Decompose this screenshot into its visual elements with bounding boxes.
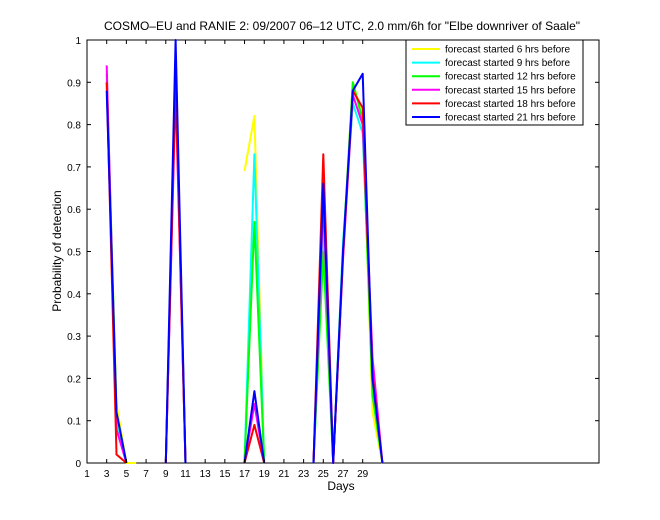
y-tick-label: 0.2	[67, 374, 81, 385]
y-tick-label: 0.5	[67, 248, 81, 259]
x-axis-title: Days	[327, 479, 354, 493]
x-tick-label: 7	[143, 469, 149, 480]
y-axis-title: Probability of detection	[50, 190, 64, 311]
series-6	[105, 39, 384, 464]
y-tick-label: 0.1	[67, 417, 81, 428]
y-tick-label: 0	[75, 459, 81, 470]
x-tick-label: 5	[124, 469, 130, 480]
y-tick-label: 0.4	[67, 290, 81, 301]
x-tick-label: 17	[239, 469, 251, 480]
x-tick-label: 27	[337, 469, 349, 480]
x-tick-label: 21	[278, 469, 290, 480]
chart-title: COSMO–EU and RANIE 2: 09/2007 06–12 UTC,…	[104, 19, 580, 33]
y-tick-label: 1	[75, 36, 81, 47]
y-tick-label: 0.9	[67, 78, 81, 89]
legend-label: forecast started 18 hrs before	[445, 99, 576, 110]
y-tick-label: 0.8	[67, 121, 81, 132]
y-tick-label: 0.6	[67, 205, 81, 216]
x-tick-label: 15	[219, 469, 231, 480]
x-tick-label: 13	[200, 469, 212, 480]
legend-label: forecast started 15 hrs before	[445, 85, 576, 96]
series-layer	[105, 39, 384, 464]
legend: forecast started 6 hrs before forecast st…	[405, 39, 584, 126]
x-tick-label: 3	[104, 469, 110, 480]
y-tick-label: 0.3	[67, 332, 81, 343]
legend-label: forecast started 12 hrs before	[445, 72, 576, 83]
axes-layer: 1 3 5 7 9 11 13 15 17 19 21 23 25 27 2900.10.20.30.40.…	[67, 36, 599, 480]
series-6-line-3	[243, 390, 266, 464]
x-tick-label: 23	[298, 469, 310, 480]
x-tick-label: 29	[357, 469, 369, 480]
x-tick-label: 11	[180, 469, 191, 480]
series-6-line-4	[312, 72, 384, 464]
series-5-line-3	[243, 423, 266, 464]
series-6-line-1	[105, 90, 128, 464]
legend-label: forecast started 9 hrs before	[445, 58, 571, 69]
legend-box	[405, 39, 584, 126]
x-tick-label: 9	[163, 469, 169, 480]
legend-label: forecast started 6 hrs before	[445, 45, 571, 56]
legend-label: forecast started 21 hrs before	[445, 113, 576, 124]
x-tick-label: 19	[259, 469, 271, 480]
y-tick-label: 0.7	[67, 163, 81, 174]
series-6-line-2	[164, 39, 187, 464]
series-3-line-3	[243, 220, 266, 464]
x-tick-label: 1	[84, 469, 90, 480]
x-tick-label: 25	[318, 469, 330, 480]
